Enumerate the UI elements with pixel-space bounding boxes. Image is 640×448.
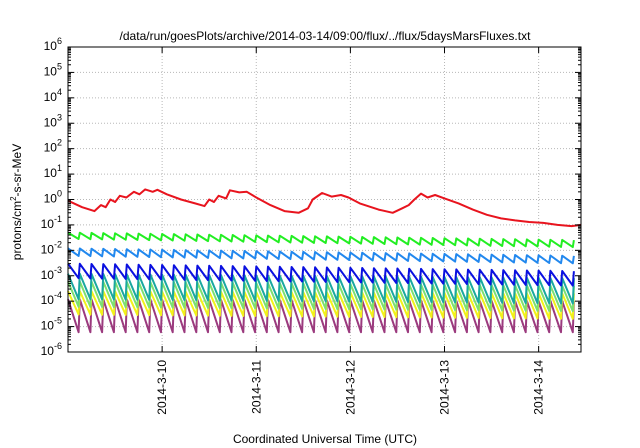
y-tick-label: 10-2: [41, 239, 62, 256]
x-tick-label: 2014-3-13: [438, 360, 452, 415]
series-line: [67, 262, 575, 287]
series-line: [67, 188, 582, 228]
y-tick-label: 10-3: [41, 265, 62, 282]
x-tick-label: 2014-3-11: [249, 360, 263, 414]
chart-title: /data/run/goesPlots/archive/2014-03-14/0…: [120, 29, 532, 43]
y-tick-label: 105: [44, 61, 62, 78]
y-tick-label: 100: [44, 189, 62, 206]
y-tick-label: 106: [44, 36, 62, 53]
y-tick-label: 104: [44, 87, 62, 104]
y-tick-label: 102: [44, 138, 62, 155]
series-layer: [67, 188, 582, 334]
series-line: [67, 231, 575, 249]
x-tick-label: 2014-3-12: [343, 360, 357, 415]
y-axis-label: protons/cm2-s-sr-MeV: [9, 144, 24, 260]
y-tick-label: 101: [44, 163, 62, 180]
y-tick-label: 10-6: [41, 341, 62, 358]
series-line: [67, 247, 575, 265]
x-tick-label: 2014-3-14: [532, 360, 546, 415]
y-tick-label: 10-5: [41, 316, 62, 333]
x-axis-ticks: 2014-3-10 2014-3-11 2014-3-12 2014-3-13 2014…: [155, 47, 546, 415]
y-tick-label: 103: [44, 112, 62, 129]
y-tick-label: 10-1: [41, 214, 62, 231]
y-axis-ticks: 10-6 10-5 10-4 10-3 10-2 10-1 100 101 102 103 104 1…: [41, 36, 581, 358]
series-line: [67, 272, 575, 305]
y-tick-label: 10-4: [41, 290, 62, 307]
x-axis-label: Coordinated Universal Time (UTC): [233, 432, 417, 446]
x-tick-label: 2014-3-10: [155, 360, 169, 415]
